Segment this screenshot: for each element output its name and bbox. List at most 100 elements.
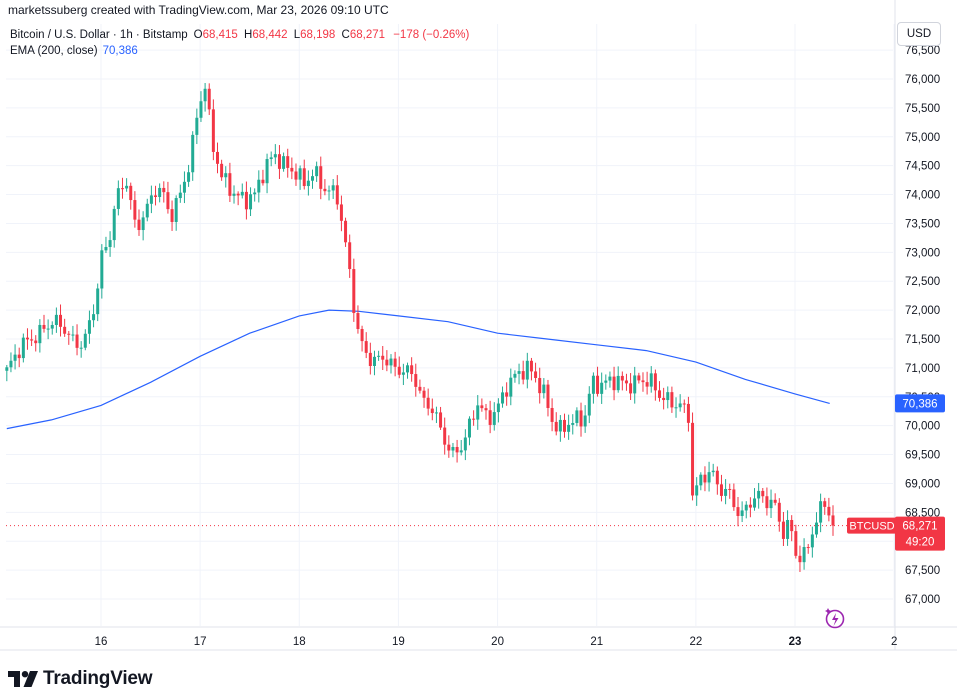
candle-body[interactable] xyxy=(715,470,719,485)
price-tick-label[interactable]: 71,500 xyxy=(905,334,940,346)
candle-body[interactable] xyxy=(335,185,339,205)
candle[interactable] xyxy=(488,400,492,434)
candle[interactable] xyxy=(703,466,707,492)
candle-body[interactable] xyxy=(794,531,798,556)
candle-body[interactable] xyxy=(558,419,562,432)
price-tick-label[interactable]: 72,000 xyxy=(905,305,940,317)
candle[interactable] xyxy=(554,412,558,436)
candle-body[interactable] xyxy=(823,501,827,507)
candle-body[interactable] xyxy=(249,194,253,210)
candle[interactable] xyxy=(769,489,773,518)
candle-body[interactable] xyxy=(418,386,422,391)
candle[interactable] xyxy=(583,405,587,433)
candle[interactable] xyxy=(806,543,810,554)
candle-body[interactable] xyxy=(562,419,566,432)
candle[interactable] xyxy=(761,488,765,503)
candle-body[interactable] xyxy=(757,490,761,499)
candle-body[interactable] xyxy=(633,375,637,394)
candle[interactable] xyxy=(517,363,521,385)
candle[interactable] xyxy=(790,515,794,542)
candle-body[interactable] xyxy=(649,373,653,387)
candle-body[interactable] xyxy=(550,407,554,422)
candle-body[interactable] xyxy=(290,167,294,172)
candle[interactable] xyxy=(707,461,711,492)
candle-body[interactable] xyxy=(434,412,438,414)
candle-body[interactable] xyxy=(699,474,703,486)
candle[interactable] xyxy=(476,395,480,430)
candle[interactable] xyxy=(356,305,360,334)
candle[interactable] xyxy=(525,352,529,389)
candle[interactable] xyxy=(224,166,228,188)
candle[interactable] xyxy=(25,328,29,350)
candle-body[interactable] xyxy=(740,510,744,516)
legend-ema-row[interactable]: EMA (200, close) 70,386 xyxy=(10,43,469,59)
candle-body[interactable] xyxy=(377,355,381,357)
candle-body[interactable] xyxy=(786,519,790,539)
candle[interactable] xyxy=(719,474,723,502)
candle-body[interactable] xyxy=(719,484,723,496)
candle-body[interactable] xyxy=(670,392,674,408)
candle-body[interactable] xyxy=(447,444,451,451)
candle[interactable] xyxy=(579,402,583,437)
candle-body[interactable] xyxy=(455,446,459,453)
candle[interactable] xyxy=(319,156,323,200)
candle[interactable] xyxy=(298,165,302,190)
candle[interactable] xyxy=(397,356,401,379)
candle-body[interactable] xyxy=(182,181,186,193)
candle-body[interactable] xyxy=(323,188,327,192)
candle-body[interactable] xyxy=(666,392,670,401)
candle[interactable] xyxy=(798,545,802,572)
candle-body[interactable] xyxy=(273,154,277,158)
time-tick-label[interactable]: 21 xyxy=(590,636,603,648)
candle[interactable] xyxy=(781,511,785,546)
candle[interactable] xyxy=(377,350,381,361)
candle[interactable] xyxy=(277,145,281,179)
candle-body[interactable] xyxy=(761,490,765,497)
candle[interactable] xyxy=(306,170,310,196)
candle-body[interactable] xyxy=(612,376,616,391)
candle-body[interactable] xyxy=(17,354,21,359)
candle-body[interactable] xyxy=(112,208,116,241)
candle[interactable] xyxy=(120,177,124,199)
candle[interactable] xyxy=(765,487,769,516)
candle-body[interactable] xyxy=(662,397,666,401)
candle-body[interactable] xyxy=(397,366,401,375)
candle[interactable] xyxy=(633,366,637,404)
candle[interactable] xyxy=(203,82,207,112)
candle[interactable] xyxy=(42,314,46,333)
candle[interactable] xyxy=(728,483,732,499)
candle[interactable] xyxy=(54,307,58,333)
time-tick-label[interactable]: 18 xyxy=(293,636,306,648)
candle[interactable] xyxy=(529,357,533,381)
candle-body[interactable] xyxy=(286,156,290,168)
candle[interactable] xyxy=(674,397,678,418)
candle-body[interactable] xyxy=(149,195,153,204)
candle-body[interactable] xyxy=(166,192,170,210)
candle[interactable] xyxy=(83,329,87,351)
candle[interactable] xyxy=(472,410,476,426)
candle-body[interactable] xyxy=(207,88,211,110)
candle[interactable] xyxy=(616,366,620,393)
candle-body[interactable] xyxy=(691,422,695,496)
candle-body[interactable] xyxy=(591,375,595,394)
candle[interactable] xyxy=(538,367,542,404)
candle[interactable] xyxy=(649,366,653,393)
time-tick-label[interactable]: 17 xyxy=(194,636,207,648)
candle[interactable] xyxy=(748,497,752,518)
candles[interactable] xyxy=(5,82,835,572)
candle[interactable] xyxy=(670,386,674,413)
candle-body[interactable] xyxy=(459,450,463,453)
candle-body[interactable] xyxy=(87,320,91,334)
candle-body[interactable] xyxy=(211,109,215,152)
candle[interactable] xyxy=(154,185,158,206)
candle[interactable] xyxy=(236,191,240,206)
candle-body[interactable] xyxy=(339,204,343,221)
candle[interactable] xyxy=(794,524,798,559)
candle[interactable] xyxy=(786,510,790,546)
candle[interactable] xyxy=(100,244,104,299)
candle[interactable] xyxy=(364,332,368,359)
candle-body[interactable] xyxy=(637,375,641,381)
candle-body[interactable] xyxy=(141,217,145,231)
candle[interactable] xyxy=(600,372,604,404)
candle-body[interactable] xyxy=(554,421,558,432)
